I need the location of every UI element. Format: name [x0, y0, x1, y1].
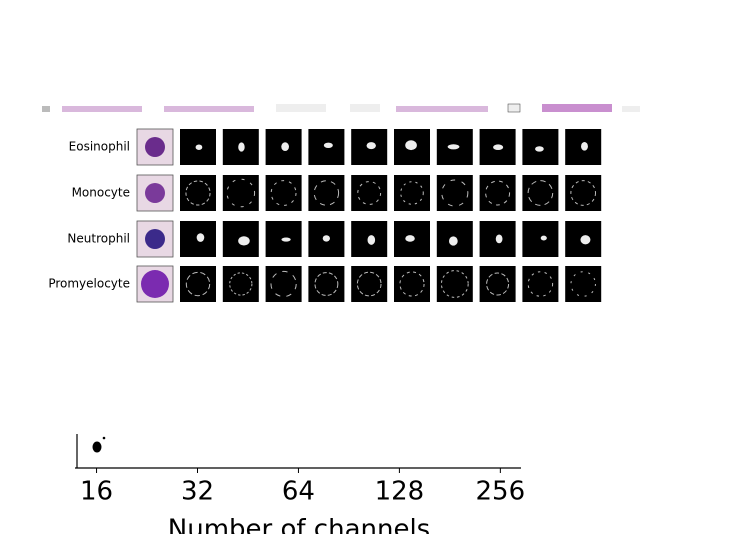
activation-blob	[447, 144, 460, 150]
activation-ring	[229, 272, 253, 296]
activation-ring	[226, 178, 256, 208]
x-ticks: 16 32 64 128 256	[80, 468, 525, 507]
activation-ring	[527, 180, 554, 206]
row-label: Promyelocyte	[48, 277, 130, 291]
activation-blob	[322, 235, 330, 242]
activation-blob	[281, 237, 291, 242]
activation-map	[436, 266, 473, 302]
activation-map	[479, 266, 516, 302]
x-tick-label: 64	[282, 477, 315, 507]
point	[102, 436, 106, 440]
activation-map	[394, 266, 430, 302]
activation-blob	[367, 235, 376, 245]
activation-map	[180, 266, 216, 302]
row-label: Eosinophil	[69, 140, 130, 154]
row-label: Monocyte	[72, 186, 130, 200]
activation-ring	[270, 270, 297, 298]
activation-blob	[405, 235, 415, 242]
activation-ring	[399, 271, 425, 297]
activation-map	[522, 221, 559, 257]
row-label: Neutrophil	[67, 232, 130, 246]
axes: 16 32 64 128 256 Number of channels	[75, 434, 525, 534]
activation-blob	[448, 236, 458, 246]
strip-piece	[164, 106, 254, 112]
strip-piece	[396, 106, 488, 112]
activation-map	[222, 175, 259, 211]
activation-blob	[323, 142, 333, 149]
activation-blob	[540, 235, 547, 241]
activation-map	[479, 175, 516, 211]
activation-map	[308, 266, 345, 302]
activation-ring	[527, 271, 554, 297]
top-strip	[42, 103, 640, 113]
activation-ring	[485, 180, 511, 206]
strip-piece	[276, 104, 326, 112]
activation-blob	[535, 146, 544, 152]
cell-nucleus	[141, 270, 169, 298]
activation-map	[436, 175, 473, 211]
x-tick-label: 32	[181, 477, 214, 507]
activation-ring	[313, 180, 340, 206]
activation-ring	[356, 271, 382, 297]
x-axis-label: Number of channels	[168, 515, 430, 534]
activation-ring	[570, 180, 597, 206]
activation-blob	[493, 144, 504, 151]
activation-ring	[441, 179, 469, 207]
activation-ring	[486, 272, 510, 296]
x-tick-label: 256	[476, 477, 526, 507]
cell-nucleus	[145, 183, 165, 203]
activation-blob	[495, 234, 503, 244]
cell-nucleus	[145, 229, 165, 249]
activation-ring	[185, 271, 211, 297]
strip-piece	[62, 106, 142, 112]
activation-blob	[405, 140, 417, 151]
activation-blob	[281, 142, 289, 151]
activation-ring	[314, 272, 339, 296]
activation-ring	[400, 181, 424, 205]
x-tick-label: 16	[80, 477, 113, 507]
activation-ring	[357, 181, 382, 205]
strip-piece	[507, 103, 521, 113]
activation-blob	[580, 235, 591, 245]
activation-map	[394, 175, 430, 211]
activation-ring	[570, 271, 596, 297]
activation-blob	[238, 142, 245, 152]
activation-ring	[440, 270, 469, 298]
strip-piece	[622, 106, 640, 112]
cell-grid: Eosinophil Monocyte Neutrophil Promyelocyte	[48, 128, 602, 303]
activation-blob	[581, 142, 588, 151]
strip-piece	[42, 106, 50, 112]
cell-nucleus	[145, 137, 165, 157]
strip-piece	[542, 104, 612, 112]
cell-image	[136, 220, 174, 258]
activation-map	[351, 266, 388, 302]
activation-blob	[196, 233, 205, 242]
activation-map	[222, 266, 259, 302]
activation-ring	[270, 180, 297, 206]
activation-blob	[366, 142, 376, 150]
activation-map	[351, 175, 388, 211]
activation-map	[265, 266, 302, 302]
activation-ring	[185, 180, 211, 206]
activation-blob	[238, 236, 250, 246]
strip-piece	[350, 104, 380, 112]
activation-blob	[195, 144, 203, 150]
x-tick-label: 128	[375, 477, 425, 507]
point	[92, 441, 102, 453]
activation-map	[180, 175, 216, 211]
